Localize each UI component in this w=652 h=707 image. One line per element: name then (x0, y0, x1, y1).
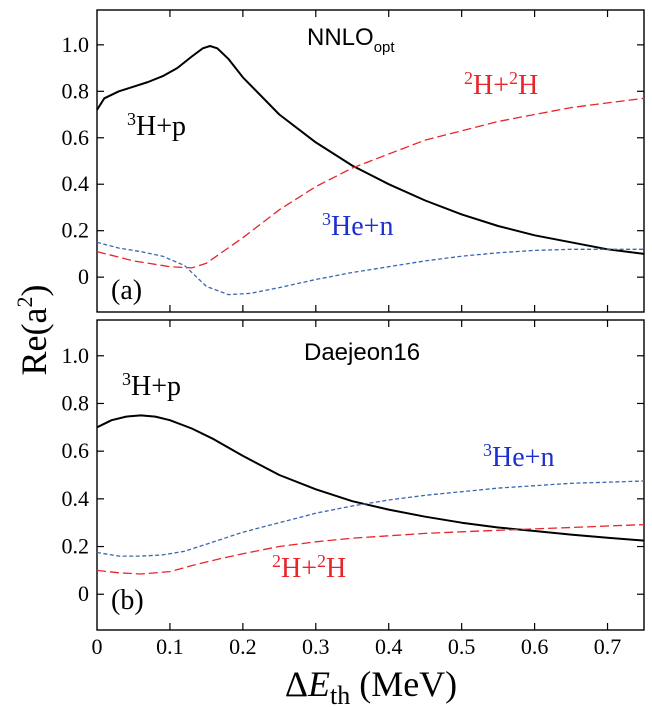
panel-a-ytick-label: 0.6 (62, 125, 90, 150)
panel-a-title: NNLOopt (307, 24, 395, 56)
panel-b-title: Daejeon16 (304, 339, 420, 366)
panel-a-series-2h-2h (96, 97, 645, 269)
x-tick-label: 0.2 (229, 634, 257, 659)
panel-a-series-3h-p (96, 45, 645, 255)
panel-b-label-2h-2h: 2H+2H (272, 551, 346, 584)
x-tick-label: 0 (92, 634, 103, 659)
panel-b-tag: (b) (111, 585, 144, 616)
x-tick-label: 0.1 (156, 634, 184, 659)
panel-a-label-2h-2h: 2H+2H (464, 68, 538, 101)
y-axis-label: Re(a2) (12, 285, 54, 376)
panel-b: 0 0.2 0.4 0.6 0.8 1.0 0 0.1 0.2 0.3 0.4 0.5 0.6 0.7 D… (62, 319, 645, 659)
panel-b-ytick-label: 1.0 (62, 343, 90, 368)
x-tick-label: 0.4 (375, 634, 403, 659)
x-tick-label: 0.7 (594, 634, 622, 659)
panel-b-frame (96, 319, 645, 631)
x-tick-label: 0.3 (302, 634, 330, 659)
panel-b-ytick-label: 0 (78, 581, 89, 606)
x-axis-label: ΔEth (MeV) (285, 664, 457, 707)
panel-b-label-3he-n: 3He+n (483, 440, 554, 473)
x-tick-label: 0.5 (448, 634, 476, 659)
panel-a-ytick-label: 0.4 (62, 171, 90, 196)
panel-a-frame (96, 9, 645, 313)
panel-b-series-2h-2h (96, 523, 645, 575)
panel-b-ytick-label: 0.2 (62, 534, 90, 559)
panel-a: 0 0.2 0.4 0.6 0.8 1.0 NNLOopt 3H+p 2H+2H 3He+… (62, 9, 645, 313)
panel-b-ticks: 0 0.2 0.4 0.6 0.8 1.0 0 0.1 0.2 0.3 0.4 0.5 0.6 0.7 (62, 320, 644, 659)
panel-b-ytick-label: 0.4 (62, 486, 90, 511)
x-tick-label: 0.6 (521, 634, 549, 659)
panel-b-series (96, 414, 645, 575)
panel-a-series-3he-n (96, 241, 644, 296)
panel-a-ytick-label: 0 (78, 264, 89, 289)
panel-a-tag: (a) (111, 275, 142, 306)
panel-a-ytick-label: 1.0 (62, 32, 90, 57)
panel-b-label-3h-p: 3H+p (122, 369, 181, 402)
panel-a-ytick-label: 0.2 (62, 218, 90, 243)
panel-b-series-3he-n (96, 480, 645, 557)
panel-a-label-3h-p: 3H+p (127, 109, 186, 142)
panel-a-series (96, 45, 645, 296)
panel-b-ytick-label: 0.8 (62, 390, 90, 415)
panel-b-ytick-label: 0.6 (62, 438, 90, 463)
panel-a-ticks: 0 0.2 0.4 0.6 0.8 1.0 (62, 10, 644, 312)
panel-a-ytick-label: 0.8 (62, 78, 90, 103)
panel-a-label-3he-n: 3He+n (322, 209, 393, 242)
panel-b-series-3h-p (96, 414, 645, 542)
